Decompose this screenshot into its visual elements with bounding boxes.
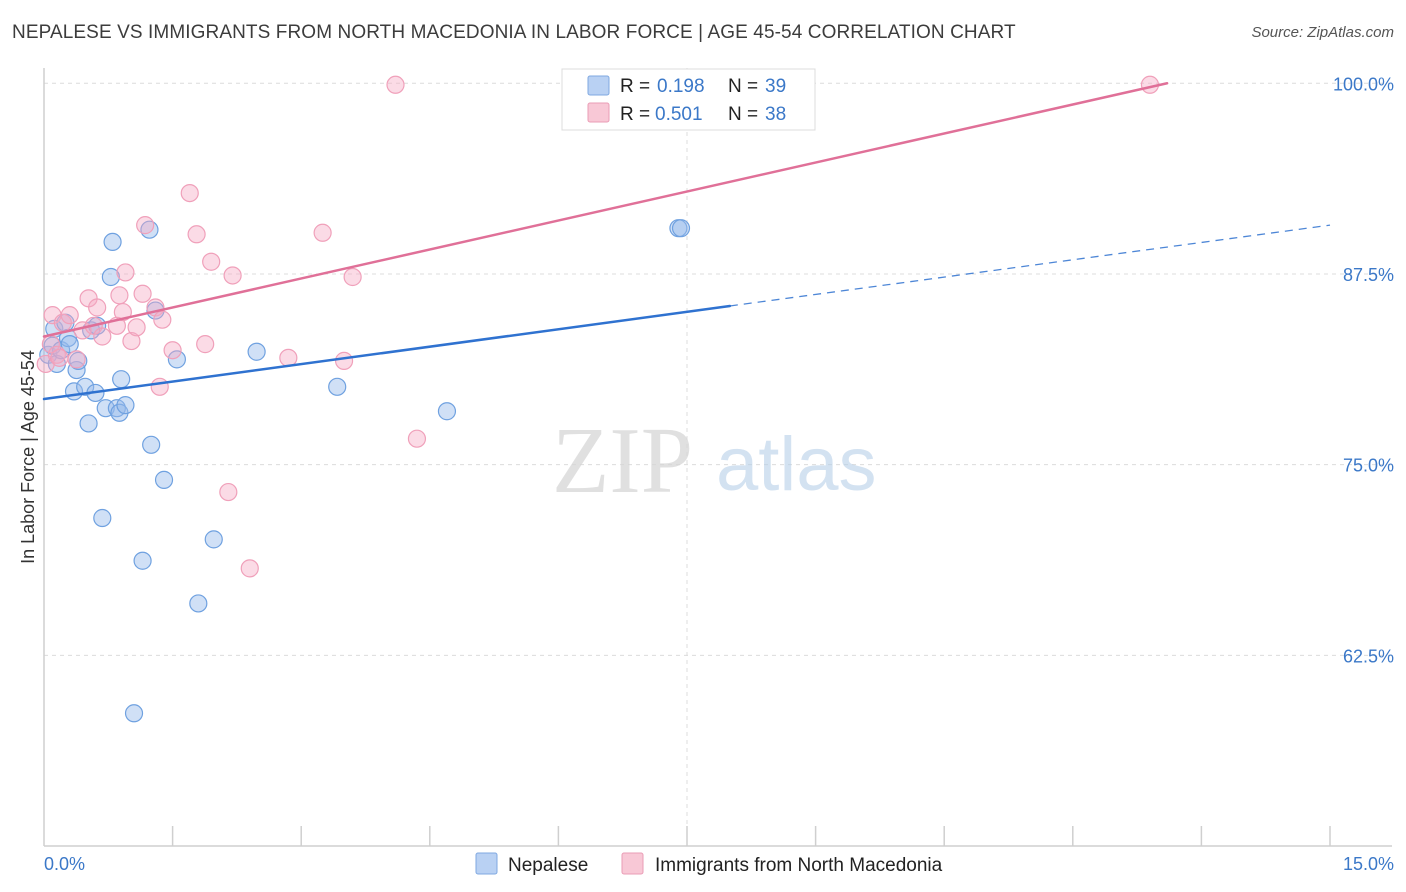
bottom-legend-label-macedonia: Immigrants from North Macedonia [655, 855, 943, 876]
legend-r-value-1: 0.198 [657, 76, 705, 97]
macedonia-point [223, 266, 242, 285]
nepalese-point [124, 704, 144, 723]
nepalese-point [154, 470, 174, 489]
nepalese-point [247, 342, 266, 361]
nepalese-point [112, 370, 131, 389]
trend-lines [42, 82, 1331, 401]
chart-title: NEPALESE VS IMMIGRANTS FROM NORTH MACEDO… [12, 22, 1016, 43]
macedonia-point [136, 216, 155, 235]
macedonia-point [334, 351, 354, 370]
legend-n-label-2: N = [728, 104, 758, 125]
nepalese-point [67, 360, 86, 380]
nepalese-point [60, 335, 79, 354]
macedonia-point [67, 350, 86, 369]
legend: R = 0.198 N = 39 R = 0.501 N = 38 [561, 68, 816, 131]
legend-swatch-nepalese [587, 75, 610, 96]
nepalese-point [437, 402, 457, 421]
nepalese-point [116, 396, 135, 415]
axes [43, 68, 1392, 847]
nepalese-point [76, 377, 95, 396]
watermark-zip: ZIP [552, 409, 693, 513]
y-tick-labels: 62.5% 75.0% 87.5% 100.0% [1333, 74, 1394, 666]
macedonia-point [407, 429, 427, 448]
source-label: Source: ZipAtlas.com [1251, 24, 1394, 41]
x-tick-label-max: 15.0% [1343, 854, 1394, 874]
nepalese-point [93, 508, 112, 528]
nepalese-point [189, 594, 208, 613]
macedonia-point [47, 345, 66, 364]
macedonia-point [133, 284, 152, 303]
legend-r-label-1: R = [620, 76, 650, 97]
y-tick-label: 75.0% [1343, 456, 1394, 476]
bottom-legend-swatch-macedonia [621, 852, 644, 875]
nepalese-point [133, 551, 152, 570]
y-tick-label: 62.5% [1343, 646, 1394, 666]
macedonia-trend-line [42, 82, 1169, 338]
legend-n-label-1: N = [728, 76, 758, 97]
y-tick-label: 100.0% [1333, 74, 1394, 94]
macedonia-point [196, 335, 215, 354]
macedonia-point [150, 377, 169, 396]
macedonia-point [153, 310, 172, 329]
nepalese-point [103, 232, 122, 252]
macedonia-point [88, 298, 107, 317]
bottom-legend: Nepalese Immigrants from North Macedonia [475, 852, 943, 876]
macedonia-point [180, 183, 199, 203]
watermark: ZIP atlas [552, 409, 877, 513]
nepalese-point [328, 377, 347, 396]
legend-n-value-2: 38 [765, 104, 786, 125]
macedonia-point [116, 263, 135, 282]
nepalese-point [79, 414, 98, 433]
nepalese-trend-extension [729, 224, 1331, 307]
legend-swatch-macedonia [587, 102, 610, 123]
nepalese-point [671, 219, 691, 238]
nepalese-point [101, 267, 120, 287]
legend-r-label-2: R = [620, 104, 650, 125]
macedonia-point [386, 75, 405, 94]
macedonia-point [93, 327, 112, 346]
series-nepalese-points [39, 219, 691, 723]
macedonia-point [110, 286, 129, 305]
macedonia-point [219, 482, 238, 502]
gridlines [44, 68, 1392, 846]
nepalese-trend-line [42, 304, 732, 401]
macedonia-point [127, 318, 146, 337]
y-axis-label: In Labor Force | Age 45-54 [18, 350, 38, 564]
x-ticks [171, 826, 1331, 846]
macedonia-point [343, 267, 362, 287]
bottom-legend-label-nepalese: Nepalese [508, 855, 588, 876]
y-tick-label: 87.5% [1343, 265, 1394, 285]
macedonia-point [60, 306, 79, 325]
nepalese-point [167, 350, 186, 369]
bottom-legend-swatch-nepalese [475, 852, 498, 875]
macedonia-point [279, 348, 298, 367]
macedonia-point [202, 252, 221, 271]
macedonia-point [313, 223, 332, 242]
legend-r-value-2: 0.501 [655, 104, 703, 125]
nepalese-point [204, 530, 223, 549]
macedonia-point [50, 348, 69, 367]
macedonia-point [163, 341, 182, 360]
legend-n-value-1: 39 [765, 76, 786, 97]
macedonia-point [187, 225, 206, 244]
watermark-atlas: atlas [716, 422, 877, 507]
macedonia-point [113, 302, 132, 322]
macedonia-point [122, 331, 141, 351]
x-tick-label-min: 0.0% [44, 854, 85, 874]
macedonia-point [240, 559, 259, 578]
nepalese-point [142, 435, 161, 454]
